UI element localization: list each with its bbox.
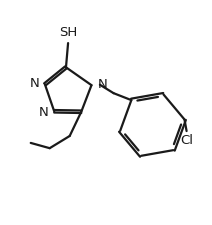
Text: N: N	[39, 106, 48, 119]
Text: N: N	[98, 78, 107, 91]
Text: SH: SH	[59, 26, 77, 39]
Text: Cl: Cl	[180, 134, 193, 146]
Text: N: N	[29, 77, 39, 90]
